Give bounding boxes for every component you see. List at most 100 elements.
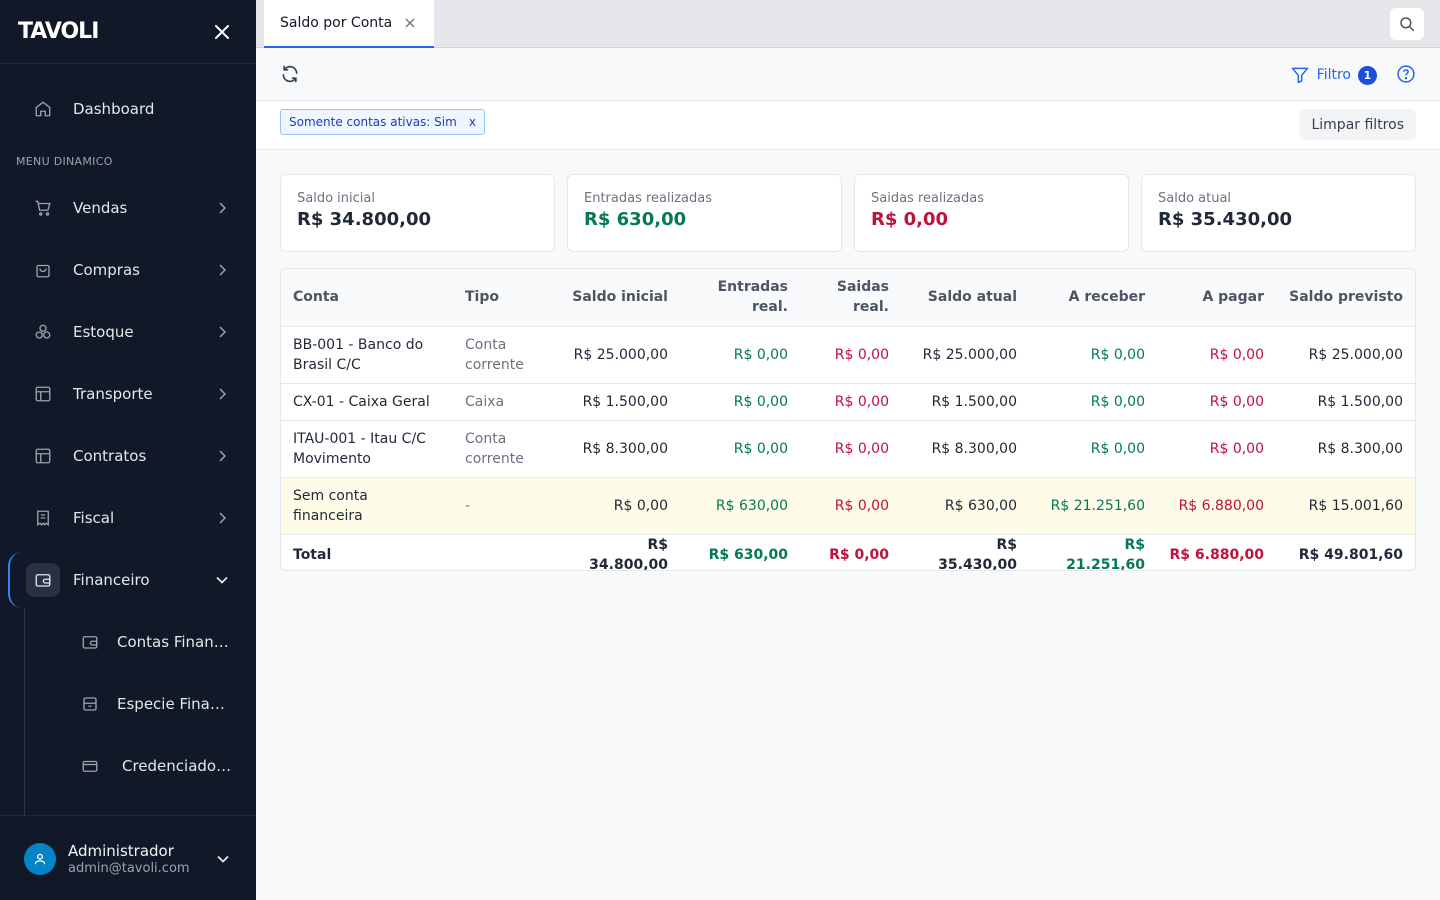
sidebar-item-label: Financeiro <box>73 571 150 589</box>
close-tab-button[interactable] <box>404 17 416 29</box>
sidebar-subitem-label: Credenciador... <box>122 757 234 775</box>
column-header[interactable]: Tipo <box>453 269 552 326</box>
card-value: R$ 34.800,00 <box>297 209 431 230</box>
sidebar-item-label: Vendas <box>73 199 128 217</box>
user-menu-button[interactable] <box>216 852 230 866</box>
cell-a-receber: R$ 0,00 <box>1029 382 1157 420</box>
column-header[interactable]: Conta <box>281 269 453 326</box>
close-icon <box>215 24 229 39</box>
table-row[interactable]: BB-001 - Banco do Brasil C/C Conta corre… <box>281 325 1415 383</box>
submenu-line <box>24 608 25 816</box>
table-row[interactable]: Sem conta financeira - R$ 0,00 R$ 630,00… <box>281 476 1415 534</box>
sidebar-header: TAVOLI <box>0 0 256 64</box>
column-header[interactable]: Saldo atual <box>901 269 1029 326</box>
column-header[interactable]: Saldo inicial <box>552 269 680 326</box>
column-header[interactable]: A pagar <box>1157 269 1276 326</box>
help-button[interactable] <box>1396 64 1416 84</box>
user-name: Administrador <box>68 842 174 860</box>
user-panel: Administrador admin@tavoli.com <box>0 815 256 900</box>
chevron-right-icon <box>216 326 228 338</box>
chevron-right-icon <box>216 202 228 214</box>
cell-total-a-pagar: R$ 6.880,00 <box>1157 533 1276 570</box>
cell-saldo-previsto: R$ 25.000,00 <box>1276 325 1415 383</box>
search-button[interactable] <box>1390 8 1424 40</box>
cell-entradas: R$ 0,00 <box>680 382 800 420</box>
filter-icon <box>1291 67 1308 84</box>
cell-total-saidas: R$ 0,00 <box>800 533 901 570</box>
tab-bar: Saldo por Conta <box>256 0 1440 48</box>
card-label: Entradas realizadas <box>584 191 713 206</box>
cell-a-pagar: R$ 6.880,00 <box>1157 476 1276 534</box>
cell-saidas: R$ 0,00 <box>800 476 901 534</box>
sidebar-item-label: Estoque <box>73 323 134 341</box>
chevron-right-icon <box>216 450 228 462</box>
sidebar-subitem-contas-financeiras[interactable]: Contas Financ... <box>60 618 256 666</box>
filter-label: Filtro <box>1316 67 1351 83</box>
chevron-down-icon <box>216 574 228 586</box>
cell-saldo-inicial: R$ 8.300,00 <box>552 419 680 477</box>
cell-saldo-previsto: R$ 15.001,60 <box>1276 476 1415 534</box>
clear-filters-button[interactable]: Limpar filtros <box>1299 109 1416 140</box>
sidebar-item-label: Contratos <box>73 447 147 465</box>
column-header[interactable]: Entradas real. <box>680 269 800 326</box>
sidebar-subitem-especie-financeira[interactable]: Especie Finan... <box>60 680 256 728</box>
cell-total-saldo-previsto: R$ 49.801,60 <box>1276 533 1415 570</box>
search-icon <box>1400 17 1415 32</box>
table-row[interactable]: CX-01 - Caixa Geral Caixa R$ 1.500,00 R$… <box>281 382 1415 420</box>
sidebar-item-estoque[interactable]: Estoque <box>0 308 256 356</box>
tab-label: Saldo por Conta <box>280 15 393 31</box>
cell-entradas: R$ 0,00 <box>680 419 800 477</box>
sidebar-subitem-label: Contas Financ... <box>117 633 232 651</box>
toolbar: Filtro 1 <box>256 48 1440 101</box>
cell-saldo-inicial: R$ 25.000,00 <box>552 325 680 383</box>
filter-button[interactable]: Filtro 1 <box>1290 63 1377 87</box>
card-value: R$ 630,00 <box>584 209 687 230</box>
chevron-right-icon <box>216 388 228 400</box>
user-icon <box>34 853 46 865</box>
wallet-icon <box>80 632 100 652</box>
tab-saldo-por-conta[interactable]: Saldo por Conta <box>264 0 434 48</box>
layout-icon <box>33 446 53 466</box>
summary-card-saldo-inicial: Saldo inicial R$ 34.800,00 <box>280 174 555 252</box>
cell-a-receber: R$ 21.251,60 <box>1029 476 1157 534</box>
archive-icon <box>80 694 100 714</box>
sidebar-item-contratos[interactable]: Contratos <box>0 432 256 480</box>
sidebar-subitem-label: Especie Finan... <box>117 695 232 713</box>
cell-tipo: Conta corrente <box>453 325 552 383</box>
cell-conta: Sem conta financeira <box>281 476 453 534</box>
sidebar-item-financeiro[interactable]: Financeiro <box>0 556 256 604</box>
cell-saldo-inicial: R$ 0,00 <box>552 476 680 534</box>
receipt-icon <box>33 508 53 528</box>
cell-saldo-previsto: R$ 1.500,00 <box>1276 382 1415 420</box>
cell-entradas: R$ 0,00 <box>680 325 800 383</box>
section-label: MENU DINAMICO <box>16 155 113 168</box>
cell-total-label: Total <box>281 533 453 570</box>
table-row[interactable]: ITAU-001 - Itau C/C Movimento Conta corr… <box>281 419 1415 477</box>
cell-total-a-receber: R$ 21.251,60 <box>1029 533 1157 570</box>
sidebar-item-label: Transporte <box>73 385 153 403</box>
user-email: admin@tavoli.com <box>68 861 190 876</box>
accounts-table: Conta Tipo Saldo inicial Entradas real. … <box>280 268 1416 571</box>
filter-chip-label: Somente contas ativas: Sim <box>289 115 457 129</box>
sidebar-item-dashboard[interactable]: Dashboard <box>0 85 256 133</box>
summary-card-saidas: Saidas realizadas R$ 0,00 <box>854 174 1129 252</box>
refresh-button[interactable] <box>280 64 300 84</box>
close-sidebar-button[interactable] <box>212 22 232 42</box>
sidebar-item-vendas[interactable]: Vendas <box>0 184 256 232</box>
card-value: R$ 0,00 <box>871 209 949 230</box>
column-header[interactable]: Saldo previsto <box>1276 269 1415 326</box>
remove-filter-button[interactable]: x <box>468 115 476 129</box>
cell-saldo-previsto: R$ 8.300,00 <box>1276 419 1415 477</box>
avatar[interactable] <box>24 843 56 875</box>
cell-a-receber: R$ 0,00 <box>1029 419 1157 477</box>
shopping-bag-icon <box>33 260 53 280</box>
cart-icon <box>33 198 53 218</box>
sidebar-subitem-credenciadora[interactable]: Credenciador... <box>60 742 256 790</box>
sidebar-item-transporte[interactable]: Transporte <box>0 370 256 418</box>
cell-saldo-atual: R$ 25.000,00 <box>901 325 1029 383</box>
sidebar-item-fiscal[interactable]: Fiscal <box>0 494 256 542</box>
column-header[interactable]: Saidas real. <box>800 269 901 326</box>
sidebar-item-compras[interactable]: Compras <box>0 246 256 294</box>
column-header[interactable]: A receber <box>1029 269 1157 326</box>
chevron-right-icon <box>216 264 228 276</box>
